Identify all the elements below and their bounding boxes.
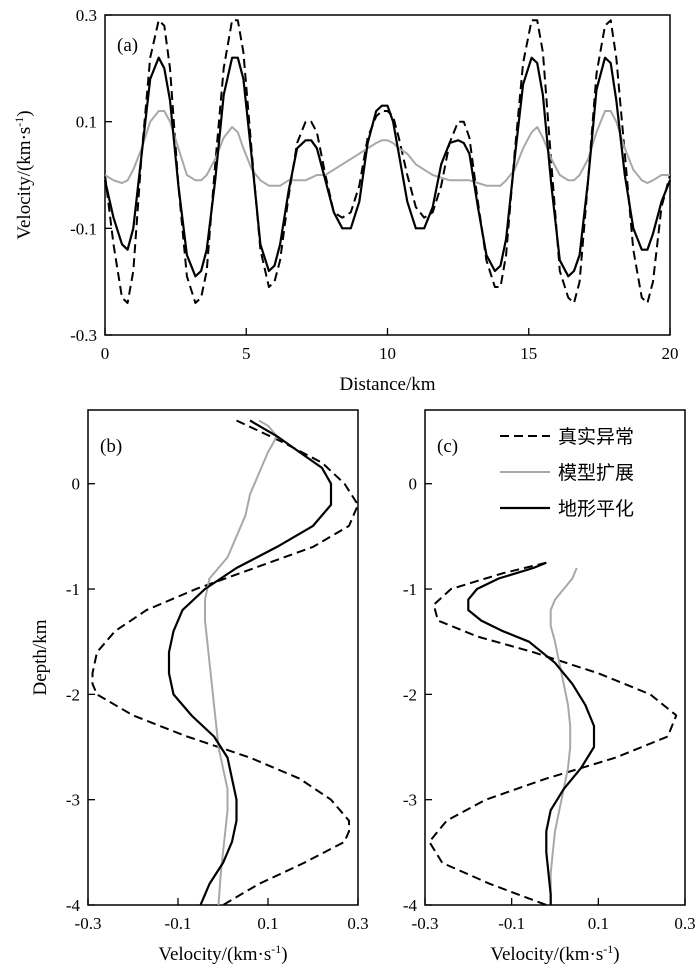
panel-a-y-tick-label: 0.1 <box>76 113 97 132</box>
panel-c-series-model-extension <box>549 567 578 905</box>
panel-b-frame <box>87 409 359 906</box>
panel-b-y-tick-label: 0 <box>72 475 81 494</box>
panel-a-series-terrain-flatten <box>103 56 672 278</box>
panel-c-xlabel: Velocity/(km·s-1) <box>490 942 619 965</box>
panel-c-frame <box>424 409 686 906</box>
panel-a-ylabel: Velocity/(km·s-1) <box>12 110 35 239</box>
panel-c-y-tick-label: -2 <box>403 685 417 704</box>
panel-b-series-terrain-flatten <box>167 419 333 906</box>
panel-b: -0.3 -0.1 0.1 0.3 0 -1 -2 -3 -4 (b) Velocity/(km·s… <box>30 409 369 965</box>
panel-b-y-tick-label: -3 <box>66 791 80 810</box>
panel-b-y-tick-label: -4 <box>66 896 81 915</box>
panel-a-x-tick-label: 20 <box>662 344 679 363</box>
panel-c-x-tick-label: 0.3 <box>674 914 695 933</box>
panel-b-series-model-extension <box>204 419 278 906</box>
panel-a-xlabel: Distance/km <box>339 374 435 395</box>
panel-c-y-tick-label: -1 <box>403 580 417 599</box>
panel-a-x-tick-label: 15 <box>520 344 537 363</box>
panel-b-ylabel: Depth/km <box>30 619 51 695</box>
panel-a-series-true-anomaly <box>104 19 671 304</box>
panel-c-series-true-anomaly <box>428 561 678 906</box>
panel-b-x-tick-label: 0.3 <box>347 914 368 933</box>
panel-b-y-tick-label: -2 <box>66 685 80 704</box>
panel-c-y-tick-label: 0 <box>409 475 418 494</box>
panel-c-y-tick-label: -4 <box>403 896 418 915</box>
panel-b-y-tick-label: -1 <box>66 580 80 599</box>
panel-a-y-tick-label: -0.1 <box>70 219 97 238</box>
panel-b-series-true-anomaly <box>91 419 359 906</box>
panel-c-x-tick-label: 0.1 <box>588 914 609 933</box>
panel-c-x-tick-label: -0.3 <box>412 914 439 933</box>
panel-c-y-tick-label: -3 <box>403 791 417 810</box>
panel-c-x-tick-label: -0.1 <box>498 914 525 933</box>
legend-label-terrain-flatten: 地形平化 <box>558 498 634 520</box>
panel-a-x-tick-label: 0 <box>101 344 110 363</box>
panel-a-label: (a) <box>117 35 138 56</box>
panel-b-label: (b) <box>100 436 122 457</box>
legend-label-model-extension: 模型扩展 <box>558 462 634 484</box>
panel-b-x-tick-label: -0.1 <box>165 914 192 933</box>
panel-a-series-model-extension <box>104 110 670 187</box>
panel-a: 0 5 10 15 20 -0.3 -0.1 0.1 0.3 (a) Distance/km Velo… <box>12 6 679 395</box>
panel-c: -0.3 -0.1 0.1 0.3 0 -1 -2 -3 -4 (c) Velocity/(km·s… <box>403 409 696 965</box>
panel-a-y-tick-label: 0.3 <box>76 6 97 25</box>
panel-b-x-tick-label: 0.1 <box>257 914 278 933</box>
panel-b-xlabel: Velocity/(km·s-1) <box>158 942 287 965</box>
panel-c-label: (c) <box>437 436 458 457</box>
panel-a-y-tick-label: -0.3 <box>70 326 97 345</box>
panel-a-x-tick-label: 5 <box>242 344 251 363</box>
legend-label-true-anomaly: 真实异常 <box>558 426 634 448</box>
panel-a-x-tick-label: 10 <box>379 344 396 363</box>
panel-c-series-terrain-flatten <box>467 561 596 905</box>
panel-b-x-tick-label: -0.3 <box>75 914 102 933</box>
